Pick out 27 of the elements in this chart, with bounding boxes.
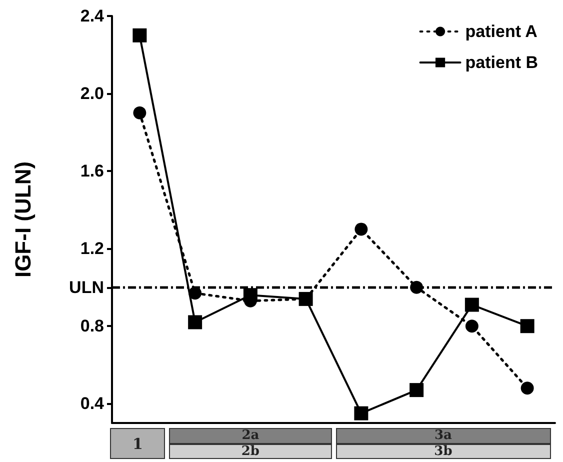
y-tick-label: 2.0	[80, 84, 104, 104]
point	[465, 320, 478, 333]
text: 3a	[336, 428, 551, 444]
point	[188, 315, 202, 330]
y-tick-label: 2.4	[80, 6, 105, 26]
text: 2b	[169, 444, 332, 459]
y-tick-label: 0.4	[80, 394, 105, 414]
point	[354, 222, 368, 236]
text: 3b	[336, 444, 551, 459]
text: 2a	[169, 428, 332, 444]
y-tick-label: ULN	[69, 278, 104, 297]
text: 1	[110, 428, 166, 459]
point	[464, 298, 479, 312]
y-tick-label: 1.6	[80, 162, 104, 181]
y-axis-title: IGF-I (ULN)	[10, 161, 36, 278]
y-tick-label: 1.2	[80, 239, 104, 258]
point	[410, 280, 424, 294]
point	[520, 382, 534, 395]
point	[520, 319, 534, 334]
y-tick-label: 0.8	[80, 316, 104, 336]
point	[133, 106, 146, 120]
point	[132, 28, 147, 42]
point	[354, 406, 368, 420]
legend-label: patient B	[465, 53, 538, 72]
point	[410, 383, 424, 398]
legend-label: patient A	[465, 22, 538, 41]
point	[188, 286, 202, 300]
